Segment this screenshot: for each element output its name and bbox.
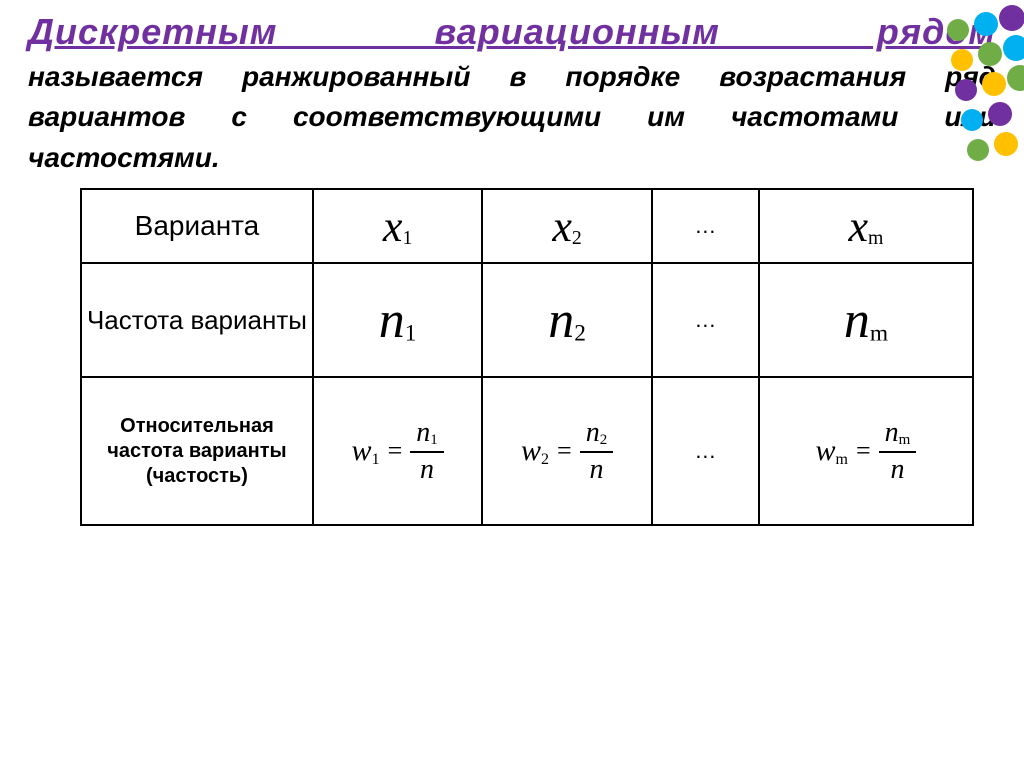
variation-table: Варианта x1 x2 … xm Частота варианты n1 … — [80, 188, 974, 526]
decoration-dot — [955, 79, 977, 101]
cell-w2: w2 = n2 n — [482, 377, 651, 525]
table-row: Относительная частота варианты (частость… — [81, 377, 973, 525]
decoration-dot — [999, 5, 1024, 31]
decoration-dot — [961, 109, 983, 131]
decoration-dot — [974, 12, 998, 36]
table-row: Частота варианты n1 n2 … nm — [81, 263, 973, 377]
decoration-dot — [978, 42, 1002, 66]
variation-table-container: Варианта x1 x2 … xm Частота варианты n1 … — [0, 178, 1024, 526]
cell-n2: n2 — [482, 263, 651, 377]
row-label-variant: Варианта — [81, 189, 313, 263]
cell-n1: n1 — [313, 263, 482, 377]
decoration-dot — [1003, 35, 1024, 61]
definition-title: Дискретным вариационным рядом — [28, 8, 996, 57]
cell-ellipsis: … — [652, 263, 759, 377]
cell-w1: w1 = n1 n — [313, 377, 482, 525]
decoration-dot — [951, 49, 973, 71]
row-label-relative-frequency: Относительная частота варианты (частость… — [81, 377, 313, 525]
cell-x1: x1 — [313, 189, 482, 263]
table-row: Варианта x1 x2 … xm — [81, 189, 973, 263]
cell-xm: xm — [759, 189, 973, 263]
cell-ellipsis: … — [652, 189, 759, 263]
definition-body: называется ранжированный в порядке возра… — [28, 57, 996, 179]
decoration-dot — [967, 139, 989, 161]
cell-x2: x2 — [482, 189, 651, 263]
decoration-dot — [947, 19, 969, 41]
definition-block: Дискретным вариационным рядом называется… — [0, 0, 1024, 178]
row-label-frequency: Частота варианты — [81, 263, 313, 377]
cell-ellipsis: … — [652, 377, 759, 525]
decoration-dot — [982, 72, 1006, 96]
cell-wm: wm = nm n — [759, 377, 973, 525]
decoration-dot — [994, 132, 1018, 156]
cell-nm: nm — [759, 263, 973, 377]
decoration-dot — [988, 102, 1012, 126]
